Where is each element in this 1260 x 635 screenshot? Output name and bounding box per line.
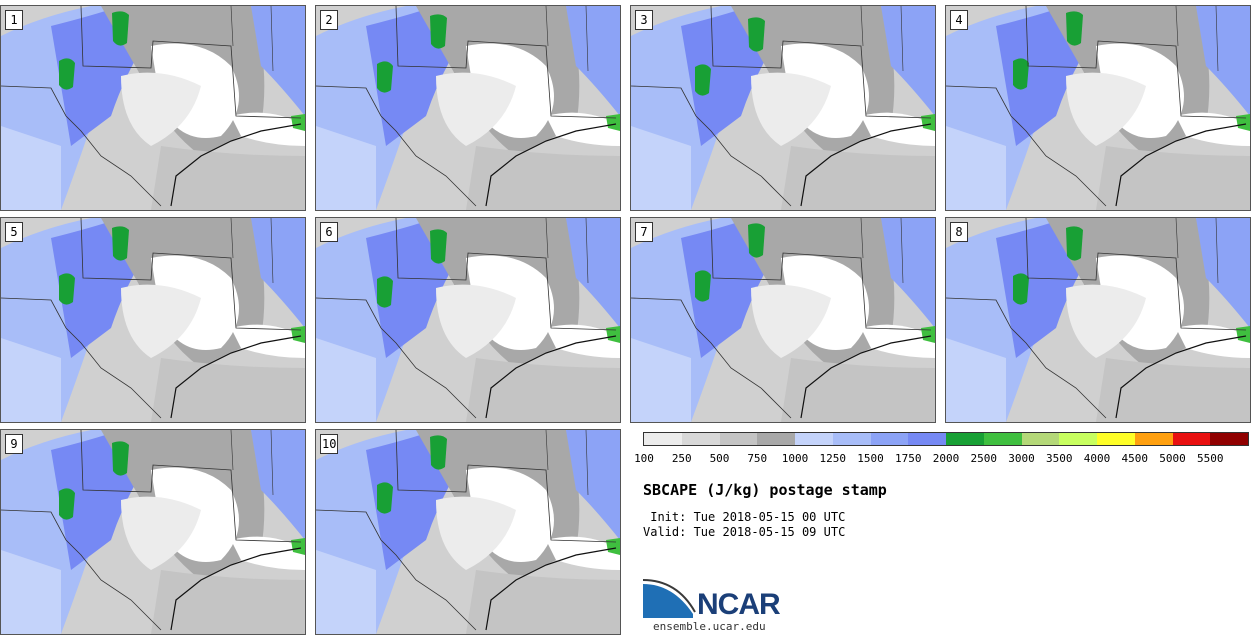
panel-label: 4 [950, 10, 968, 30]
cape-field-map [631, 6, 935, 210]
colorbar-segment [1172, 433, 1211, 445]
ncar-logo-icon [643, 579, 696, 618]
panel-label: 7 [635, 222, 653, 242]
panel-label: 9 [5, 434, 23, 454]
stamp-panel: 4 [945, 5, 1251, 211]
colorbar-tick-label: 2500 [970, 452, 998, 465]
cape-field-map [631, 218, 935, 422]
colorbar-tick-label: 4000 [1083, 452, 1111, 465]
colorbar-tick-label: 1000 [781, 452, 809, 465]
stamp-panel: 8 [945, 217, 1251, 423]
panel-label: 10 [320, 434, 339, 454]
cape-field-map [1, 218, 305, 422]
colorbar-tick-label: 2000 [932, 452, 960, 465]
stamp-panel: 1 [0, 5, 306, 211]
panel-label: 1 [5, 10, 23, 30]
colorbar-segment [908, 433, 946, 445]
cape-field-map [946, 218, 1250, 422]
cape-field-map [1, 6, 305, 210]
colorbar-tick-label: 1250 [819, 452, 847, 465]
colorbar-segment [719, 433, 758, 445]
cape-field-map [316, 218, 620, 422]
colorbar-segment [644, 433, 682, 445]
colorbar-tick-label: 750 [747, 452, 768, 465]
colorbar-tick-label: 5500 [1197, 452, 1224, 465]
stamp-panel: 6 [315, 217, 621, 423]
colorbar-segment [1134, 433, 1173, 445]
colorbar-tick-label: 1750 [895, 452, 922, 465]
colorbar [643, 432, 1249, 446]
logo-text: NCAR [697, 588, 781, 621]
colorbar-tick-label: 3500 [1046, 452, 1073, 465]
colorbar-segment [1210, 433, 1248, 445]
colorbar-tick-label: 5000 [1159, 452, 1186, 465]
logo-url: ensemble.ucar.edu [653, 620, 766, 633]
colorbar-tick-label: 250 [671, 452, 692, 465]
panel-label: 3 [635, 10, 653, 30]
colorbar-tick-label: 500 [709, 452, 730, 465]
plot-title: SBCAPE (J/kg) postage stamp [643, 481, 887, 499]
cape-field-map [1, 430, 305, 634]
colorbar-segment [1021, 433, 1060, 445]
init-time: Init: Tue 2018-05-15 00 UTC [643, 510, 846, 524]
colorbar-segment [946, 433, 984, 445]
stamp-panel: 3 [630, 5, 936, 211]
panel-label: 8 [950, 222, 968, 242]
colorbar-segment [983, 433, 1022, 445]
panel-label: 2 [320, 10, 338, 30]
cape-field-map [316, 6, 620, 210]
colorbar-segment [870, 433, 909, 445]
stamp-panel: 9 [0, 429, 306, 635]
colorbar-segment [681, 433, 720, 445]
stamp-panel: 5 [0, 217, 306, 423]
cape-field-map [316, 430, 620, 634]
colorbar-segment [795, 433, 833, 445]
colorbar-tick-label: 4500 [1121, 452, 1149, 465]
panel-label: 5 [5, 222, 23, 242]
colorbar-tick-label: 1500 [857, 452, 884, 465]
valid-time: Valid: Tue 2018-05-15 09 UTC [643, 525, 846, 539]
stamp-panel: 2 [315, 5, 621, 211]
colorbar-segment [1097, 433, 1135, 445]
colorbar-tick-label: 3000 [1008, 452, 1035, 465]
colorbar-segment [757, 433, 795, 445]
stamp-panel: 10 [315, 429, 621, 635]
colorbar-segment [832, 433, 871, 445]
panel-label: 6 [320, 222, 338, 242]
stamp-panel: 7 [630, 217, 936, 423]
colorbar-tick-label: 100 [634, 452, 654, 465]
cape-field-map [946, 6, 1250, 210]
colorbar-segment [1059, 433, 1097, 445]
